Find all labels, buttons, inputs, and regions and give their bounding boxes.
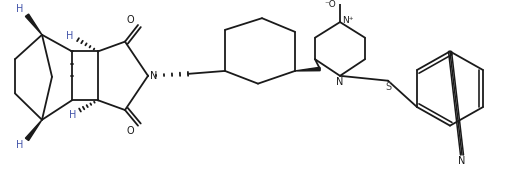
Text: O: O	[126, 15, 133, 25]
Text: S: S	[384, 82, 390, 92]
Polygon shape	[25, 120, 42, 141]
Text: N⁺: N⁺	[342, 16, 353, 25]
Text: N: N	[335, 77, 343, 87]
Text: H: H	[16, 140, 23, 150]
Text: O: O	[126, 126, 133, 136]
Text: H: H	[16, 4, 23, 14]
Polygon shape	[25, 14, 42, 35]
Text: N: N	[458, 156, 465, 166]
Text: H: H	[69, 110, 76, 120]
Text: H: H	[66, 31, 73, 41]
Polygon shape	[294, 67, 320, 71]
Text: N: N	[150, 71, 157, 81]
Text: ⁻O: ⁻O	[324, 0, 335, 9]
